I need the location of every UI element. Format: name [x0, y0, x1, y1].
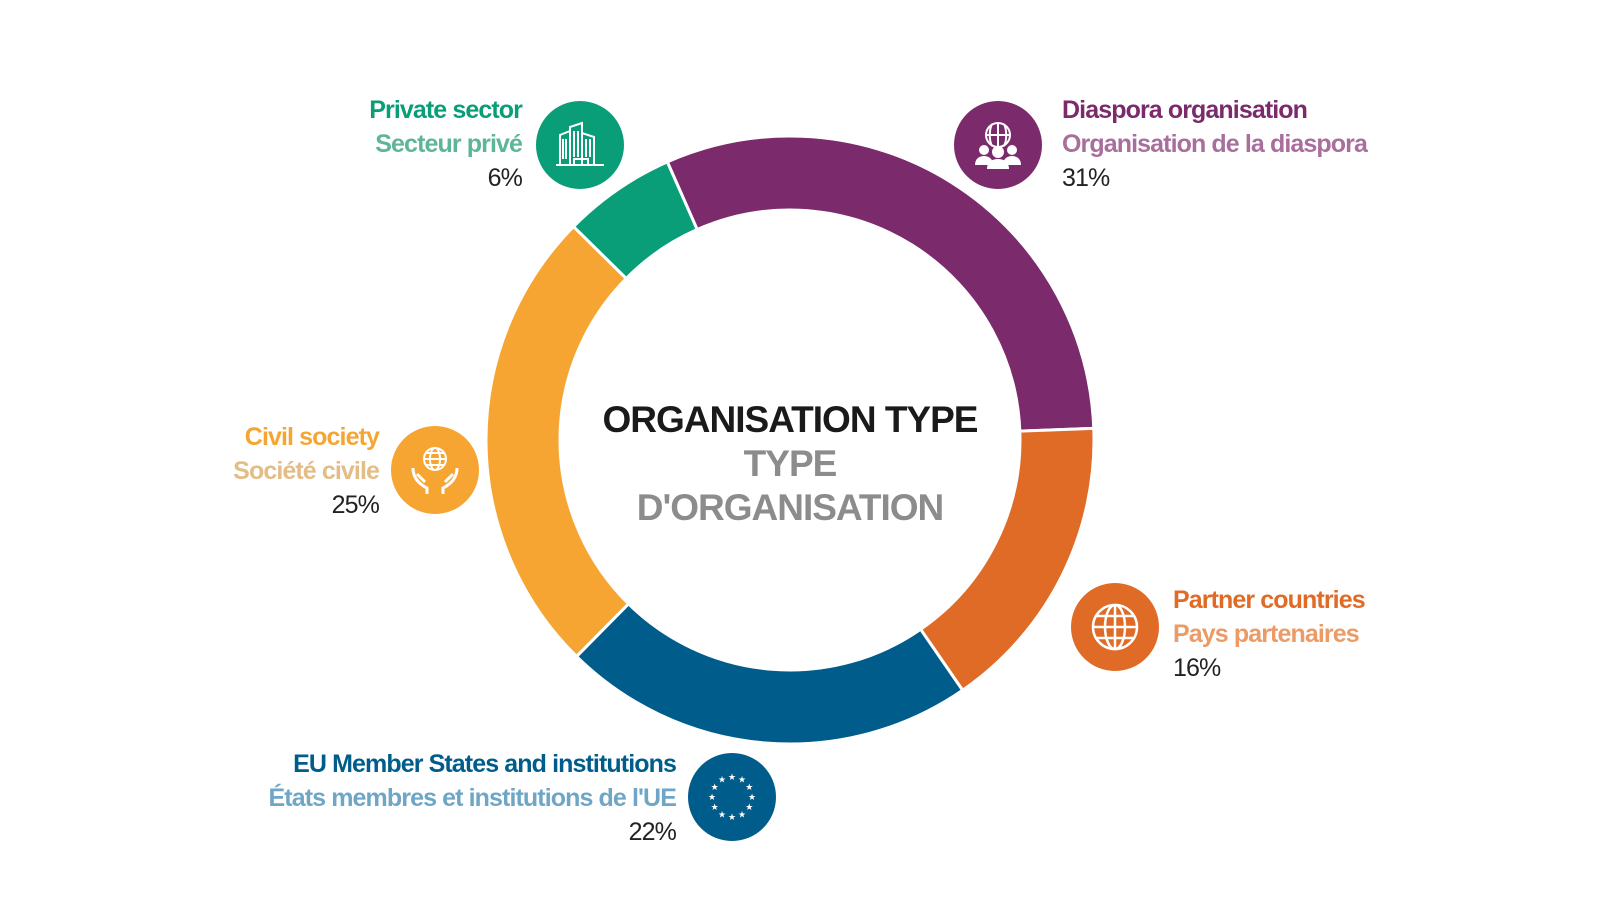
star-icon: ★ — [748, 792, 756, 802]
title-en: ORGANISATION TYPE — [602, 399, 979, 440]
title-fr: TYPE D'ORGANISATION — [636, 443, 945, 528]
label-fr: Secteur privé — [375, 130, 523, 158]
star-icon: ★ — [738, 809, 746, 819]
donut-slice-0 — [665, 134, 1096, 433]
hands-globe-icon — [391, 426, 479, 514]
slice-label-partner: Partner countries Pays partenaires 16% — [1173, 583, 1366, 685]
label-fr: Pays partenaires — [1173, 620, 1360, 648]
eu-stars-icon: ★ ★ ★ ★ ★ ★ ★ ★ ★ ★ ★ ★ — [688, 753, 776, 841]
value-label: 16% — [1173, 654, 1221, 682]
star-icon: ★ — [728, 772, 736, 782]
label-fr: Société civile — [233, 457, 380, 485]
label-en: Civil society — [244, 423, 380, 451]
value-label: 31% — [1062, 164, 1110, 192]
label-en: Diaspora organisation — [1062, 96, 1308, 124]
globe-icon — [1071, 583, 1159, 671]
star-icon: ★ — [738, 775, 746, 785]
slice-label-civil: Civil society Société civile 25% — [233, 420, 380, 522]
label-en: Partner countries — [1173, 586, 1366, 614]
star-icon: ★ — [728, 812, 736, 822]
star-icon: ★ — [718, 809, 726, 819]
value-label: 25% — [331, 491, 380, 519]
star-icon: ★ — [708, 792, 716, 802]
label-fr: États membres et institutions de l'UE — [268, 784, 677, 812]
donut-slice-2 — [574, 601, 965, 746]
chart-title: ORGANISATION TYPE TYPE D'ORGANISATION — [590, 398, 990, 530]
slice-label-private: Private sector Secteur privé 6% — [369, 93, 523, 195]
donut-slice-4 — [571, 159, 700, 281]
star-icon: ★ — [711, 802, 719, 812]
slice-label-diaspora: Diaspora organisation Organisation de la… — [1062, 93, 1368, 195]
star-icon: ★ — [718, 775, 726, 785]
label-en: Private sector — [369, 96, 523, 124]
value-label: 22% — [628, 818, 677, 846]
label-fr: Organisation de la diaspora — [1062, 130, 1368, 158]
star-icon: ★ — [711, 782, 719, 792]
slice-label-eu: EU Member States and institutions États … — [268, 747, 677, 849]
value-label: 6% — [487, 164, 523, 192]
buildings-icon — [536, 101, 624, 189]
people-globe-icon — [954, 101, 1042, 189]
star-icon: ★ — [745, 782, 753, 792]
star-icon: ★ — [745, 802, 753, 812]
label-en: EU Member States and institutions — [293, 750, 677, 778]
